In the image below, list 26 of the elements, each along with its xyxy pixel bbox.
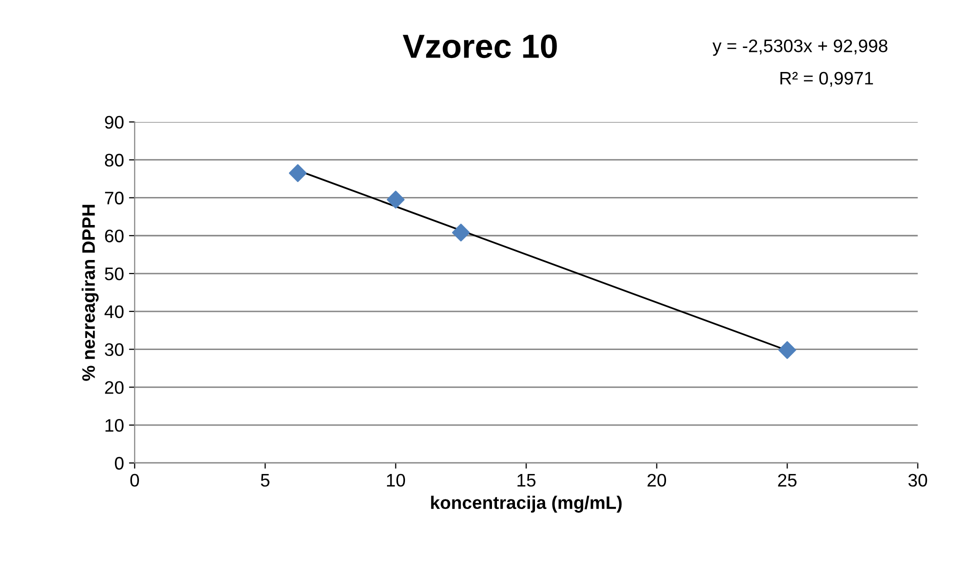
x-tick-label: 20 xyxy=(648,474,666,487)
point xyxy=(288,164,307,182)
y-tick-label: 20 xyxy=(105,381,124,394)
y-tick-label: 50 xyxy=(104,267,124,280)
y-tick-label: 80 xyxy=(104,154,124,167)
x-tick-label: 5 xyxy=(260,474,270,487)
chart-title: Vzorec 10 xyxy=(402,34,557,58)
x-tick-label: 15 xyxy=(518,474,536,487)
y-tick-label: 70 xyxy=(105,192,124,204)
point xyxy=(386,190,405,209)
text: R² = 0,9971 xyxy=(780,72,873,87)
y-tick-label: 90 xyxy=(105,116,124,129)
text: y = -2,5303x + 92,998 xyxy=(712,39,888,56)
x-axis-title: koncentracija (mg/mL) xyxy=(431,496,622,513)
x-tick-label: 10 xyxy=(387,474,406,487)
y-tick-label: 40 xyxy=(104,305,124,318)
y-tick-label: 0 xyxy=(114,456,124,470)
point xyxy=(452,224,470,242)
y-axis-title: % nezreagiran DPPH xyxy=(82,204,99,381)
x-tick-label: 25 xyxy=(778,474,797,487)
y-tick-label: 10 xyxy=(106,419,124,432)
point xyxy=(778,341,796,359)
x-tick-label: 0 xyxy=(130,474,139,487)
x-tick-label: 30 xyxy=(908,474,928,487)
y-tick-label: 60 xyxy=(105,230,124,242)
y-tick-label: 30 xyxy=(104,343,124,356)
